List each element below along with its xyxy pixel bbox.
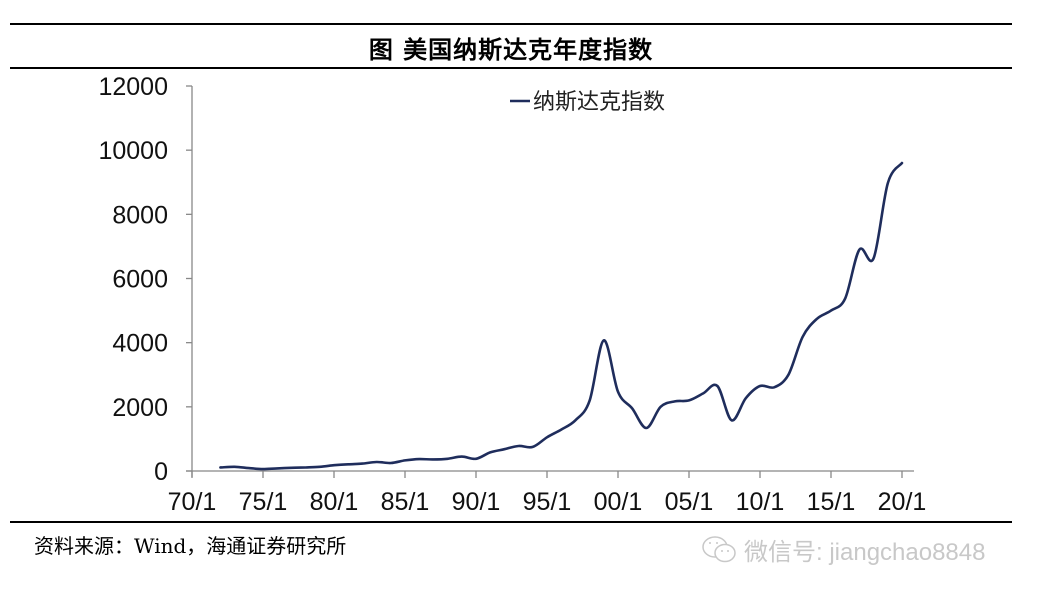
x-tick-label: 80/1: [310, 488, 359, 516]
x-tick-label: 85/1: [381, 488, 430, 516]
legend-label: 纳斯达克指数: [533, 90, 665, 115]
bottom-rule: [10, 521, 1012, 523]
line-chart: 0 2000 4000 6000 8000 10000 12000 70/1 75/1 80/1…: [98, 73, 927, 516]
nasdaq-series-line: [219, 161, 904, 471]
x-tick-label: 15/1: [807, 488, 856, 516]
wechat-icon: [702, 535, 736, 562]
x-tick-label: 00/1: [594, 488, 643, 516]
y-tick-label: 8000: [112, 201, 168, 229]
y-tick-label: 6000: [112, 266, 168, 294]
legend: 纳斯达克指数: [510, 90, 665, 115]
y-axis: 0 2000 4000 6000 8000 10000 12000: [98, 73, 193, 486]
wechat-watermark: 微信号: jiangchao8848: [700, 532, 985, 567]
y-tick-label: 0: [154, 458, 168, 486]
x-tick-label: 10/1: [736, 488, 785, 516]
x-tick-label: 90/1: [452, 488, 501, 516]
watermark-text: 微信号: jiangchao8848: [744, 539, 986, 566]
x-axis: 70/1 75/1 80/1 85/1 90/1 95/1 00/1 05/1 10/1 15/1…: [168, 470, 927, 516]
source-note: 资料来源：Wind，海通证券研究所: [34, 534, 347, 558]
y-tick-label: 4000: [112, 330, 168, 358]
x-tick-label: 95/1: [523, 488, 572, 516]
y-tick-label: 12000: [98, 73, 168, 101]
x-tick-label: 75/1: [239, 488, 288, 516]
x-tick-label: 05/1: [665, 488, 714, 516]
title-rule: [10, 67, 1012, 69]
x-tick-label: 70/1: [168, 488, 217, 516]
x-tick-label: 20/1: [878, 488, 927, 516]
y-tick-label: 2000: [112, 394, 168, 422]
top-rule: [10, 23, 1012, 25]
y-tick-label: 10000: [98, 137, 168, 165]
figure-title: 图 美国纳斯达克年度指数: [368, 35, 654, 64]
